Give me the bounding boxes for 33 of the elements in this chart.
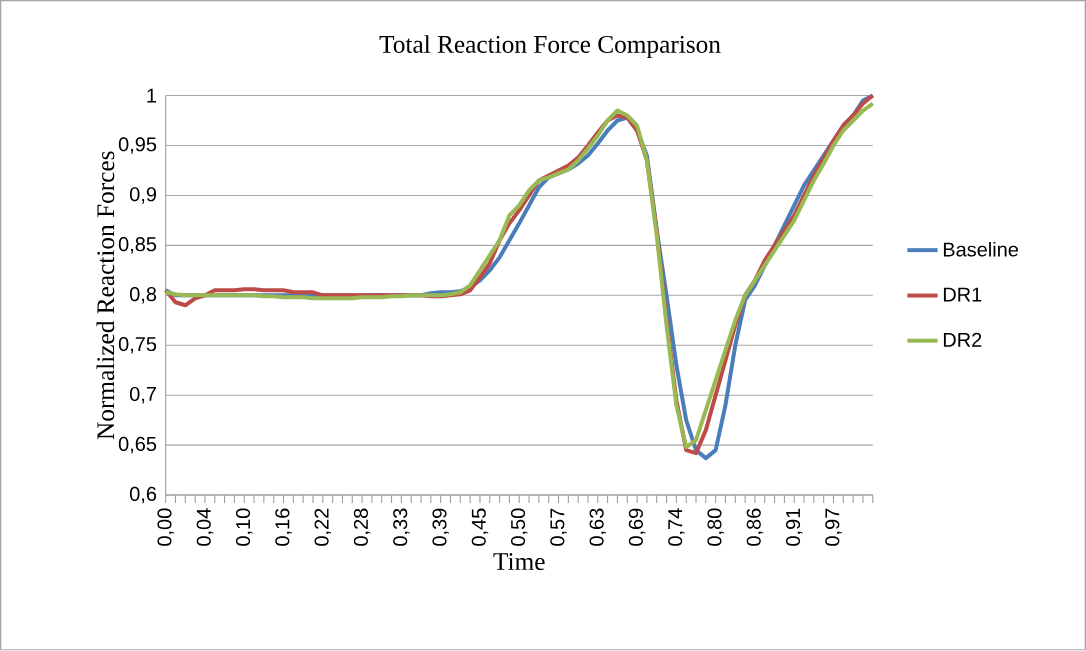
legend-label: DR1 <box>943 287 982 302</box>
y-tick-label: 0,75 <box>118 337 157 354</box>
x-tick-label: 0,04 <box>196 508 214 547</box>
x-tick-label: 0,45 <box>471 508 489 547</box>
x-tick-label: 0,91 <box>785 508 803 547</box>
y-tick-label: 0,7 <box>129 387 156 404</box>
x-tick-label: 0,57 <box>550 508 567 547</box>
x-tick-label: 0,22 <box>314 508 332 547</box>
x-tick-label: 0,50 <box>510 508 528 547</box>
x-tick-label: 0,86 <box>746 508 764 547</box>
x-tick-label: 0,33 <box>393 508 410 547</box>
legend-label: Baseline <box>943 242 1019 257</box>
y-tick-label: 0,9 <box>129 187 157 204</box>
y-tick-label: 1 <box>147 88 156 103</box>
y-tick-label: 0,95 <box>118 137 157 154</box>
y-axis-title: Normalized Reaction Forces <box>96 151 115 440</box>
x-tick-label: 0,16 <box>275 508 292 547</box>
x-tick-label: 0,28 <box>353 508 371 547</box>
y-tick-label: 0,8 <box>129 287 157 304</box>
x-tick-label: 0,74 <box>668 508 685 547</box>
chart-title: Total Reaction Force Comparison <box>379 35 721 59</box>
x-tick-label: 0,10 <box>235 508 253 547</box>
x-tick-label: 0,39 <box>432 508 449 547</box>
y-tick-label: 0,85 <box>118 237 157 254</box>
legend-label: DR2 <box>943 332 982 347</box>
x-tick-label: 0,97 <box>825 508 842 547</box>
x-tick-label: 0,80 <box>707 508 724 547</box>
y-tick-label: 0,6 <box>129 487 157 504</box>
y-tick-label: 0,65 <box>118 437 157 454</box>
x-tick-label: 0,63 <box>589 508 607 547</box>
x-axis-title: Time <box>493 553 545 571</box>
x-tick-label: 0,00 <box>157 508 174 547</box>
x-tick-label: 0,69 <box>628 508 646 547</box>
